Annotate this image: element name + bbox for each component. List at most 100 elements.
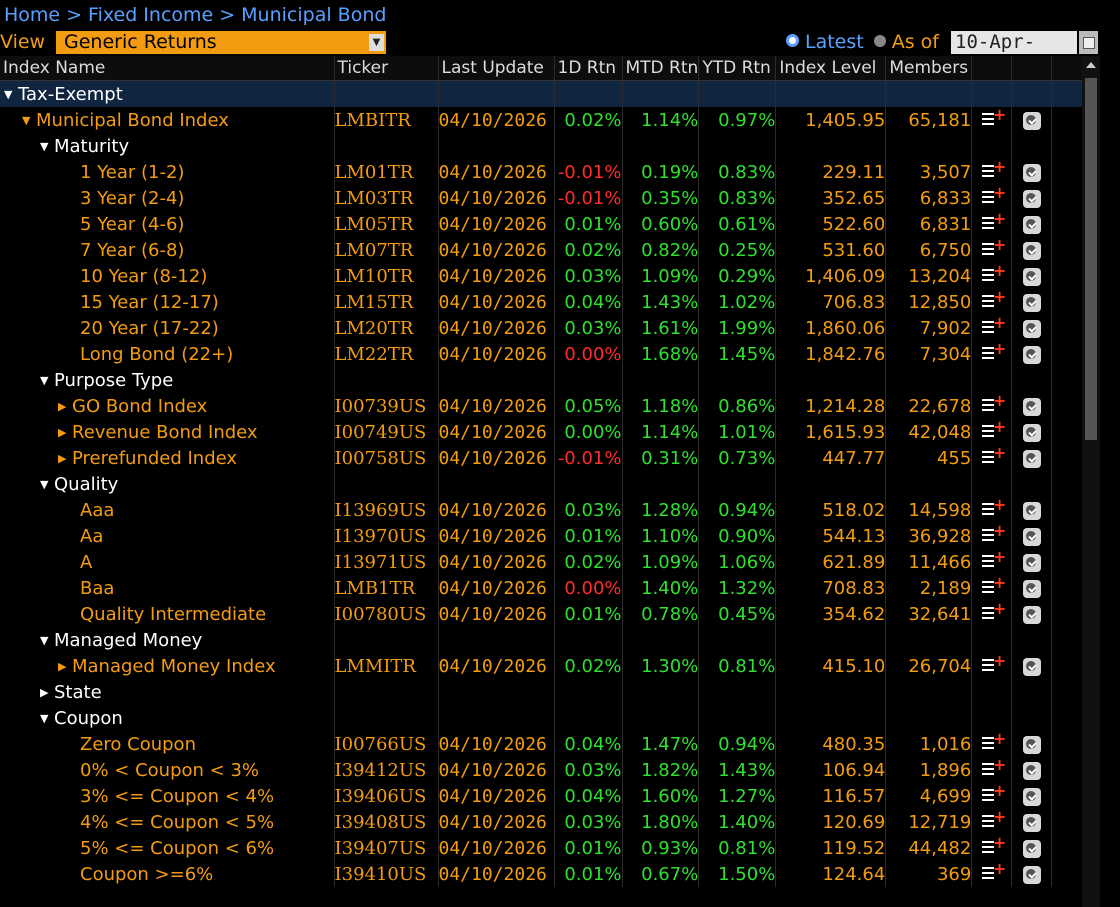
ticker-cell[interactable]: LM03TR [334,185,439,211]
chart-icon[interactable] [1022,163,1041,182]
add-to-list-icon[interactable] [981,523,1006,542]
index-name-cell[interactable]: ▼ Quality [0,471,335,497]
breadcrumb-municipal-bond[interactable]: Municipal Bond [241,4,387,26]
expand-open-icon[interactable]: ▼ [40,634,49,647]
expand-open-icon[interactable]: ▼ [40,374,49,387]
add-to-list-icon[interactable] [981,809,1006,828]
chart-icon[interactable] [1022,449,1041,468]
chart-icon[interactable] [1022,813,1041,832]
ticker-cell[interactable]: I00780US [334,601,439,627]
table-row[interactable]: 7 Year (6-8) LM07TR 04/10/2026 0.02% 0.82% 0.… [0,237,1084,263]
calendar-icon[interactable] [1079,31,1098,54]
col-ytd-rtn[interactable]: YTD Rtn [698,56,777,81]
chart-icon[interactable] [1022,761,1041,780]
chart-icon[interactable] [1022,189,1041,208]
table-row[interactable]: 4% <= Coupon < 5% I39408US 04/10/2026 0.03%… [0,809,1084,835]
add-to-list-icon[interactable] [981,549,1006,568]
ticker-cell[interactable]: I00749US [334,419,439,445]
ticker-cell[interactable]: LM07TR [334,237,439,263]
table-row[interactable]: ▼ Purpose Type [0,367,1084,393]
ticker-cell[interactable]: I00739US [334,393,439,419]
table-row[interactable]: Baa LMB1TR 04/10/2026 0.00% 1.40% 1.32% 708.83… [0,575,1084,601]
chart-icon[interactable] [1022,241,1041,260]
scroll-up-arrow-icon[interactable] [1086,62,1096,68]
view-select[interactable]: Generic Returns ▼ [56,31,386,54]
table-row[interactable]: Aa I13970US 04/10/2026 0.01% 1.10% 0.90% 544.1… [0,523,1084,549]
table-row[interactable]: ▼ Managed Money [0,627,1084,653]
breadcrumb-fixed-income[interactable]: Fixed Income [88,4,214,26]
expand-open-icon[interactable]: ▼ [40,478,49,491]
index-name-cell[interactable]: Long Bond (22+) [0,341,335,367]
as-of-date-input[interactable]: 10-Apr-2026 [951,31,1077,76]
add-to-list-icon[interactable] [981,861,1006,880]
chart-icon[interactable] [1022,345,1041,364]
latest-radio-label[interactable]: Latest [805,31,864,53]
col-last-update[interactable]: Last Update [438,56,555,81]
col-members[interactable]: Members [885,56,973,81]
index-name-cell[interactable]: Baa [0,575,335,601]
index-name-cell[interactable]: 0% < Coupon < 3% [0,757,335,783]
expand-closed-icon[interactable]: ▶ [58,426,67,439]
ticker-cell[interactable]: I39407US [334,835,439,861]
expand-closed-icon[interactable]: ▶ [40,686,49,699]
add-to-list-icon[interactable] [981,107,1006,126]
table-row[interactable]: ▼ Coupon [0,705,1084,731]
ticker-cell[interactable]: LM01TR [334,159,439,185]
add-to-list-icon[interactable] [981,653,1006,672]
ticker-cell[interactable]: I13970US [334,523,439,549]
table-row[interactable]: ▶ GO Bond Index I00739US 04/10/2026 0.05% 1.1… [0,393,1084,419]
ticker-cell[interactable]: I39412US [334,757,439,783]
chart-icon[interactable] [1022,605,1041,624]
table-row[interactable]: ▼ Tax-Exempt [0,80,1084,107]
ticker-cell[interactable]: LM22TR [334,341,439,367]
index-name-cell[interactable]: 3 Year (2-4) [0,185,335,211]
add-to-list-icon[interactable] [981,601,1006,620]
table-row[interactable]: 10 Year (8-12) LM10TR 04/10/2026 0.03% 1.09%… [0,263,1084,289]
index-name-cell[interactable]: Aaa [0,497,335,523]
table-row[interactable]: 0% < Coupon < 3% I39412US 04/10/2026 0.03% 1… [0,757,1084,783]
add-to-list-icon[interactable] [981,731,1006,750]
add-to-list-icon[interactable] [981,159,1006,178]
ticker-cell[interactable]: I39410US [334,861,439,887]
col-ticker[interactable]: Ticker [334,56,439,81]
chart-icon[interactable] [1022,865,1041,884]
index-name-cell[interactable]: ▶ State [0,679,335,705]
index-name-cell[interactable]: 5% <= Coupon < 6% [0,835,335,861]
as-of-radio-label[interactable]: As of [891,31,939,53]
ticker-cell[interactable]: LMMITR [334,653,439,679]
ticker-cell[interactable]: I13969US [334,497,439,523]
table-row[interactable]: ▼ Quality [0,471,1084,497]
expand-open-icon[interactable]: ▼ [40,140,49,153]
scroll-thumb[interactable] [1085,78,1097,440]
index-name-cell[interactable]: ▶ Prerefunded Index [0,445,335,471]
chart-icon[interactable] [1022,267,1041,286]
index-name-cell[interactable]: A [0,549,335,575]
ticker-cell[interactable]: I00758US [334,445,439,471]
add-to-list-icon[interactable] [981,315,1006,334]
table-row[interactable]: Long Bond (22+) LM22TR 04/10/2026 0.00% 1.68… [0,341,1084,367]
ticker-cell[interactable]: LM10TR [334,263,439,289]
table-row[interactable]: 15 Year (12-17) LM15TR 04/10/2026 0.04% 1.43… [0,289,1084,315]
expand-open-icon[interactable]: ▼ [22,114,31,127]
table-row[interactable]: ▼ Maturity [0,133,1084,159]
table-row[interactable]: 5% <= Coupon < 6% I39407US 04/10/2026 0.01%… [0,835,1084,861]
table-row[interactable]: 1 Year (1-2) LM01TR 04/10/2026 -0.01% 0.19% 0… [0,159,1084,185]
index-name-cell[interactable]: ▼ Municipal Bond Index [0,107,335,133]
add-to-list-icon[interactable] [981,185,1006,204]
table-row[interactable]: 20 Year (17-22) LM20TR 04/10/2026 0.03% 1.61… [0,315,1084,341]
index-name-cell[interactable]: Zero Coupon [0,731,335,757]
chart-icon[interactable] [1022,215,1041,234]
vertical-scrollbar[interactable] [1082,56,1100,907]
chart-icon[interactable] [1022,735,1041,754]
chart-icon[interactable] [1022,527,1041,546]
table-row[interactable]: ▶ Revenue Bond Index I00749US 04/10/2026 0.0… [0,419,1084,445]
ticker-cell[interactable]: LMB1TR [334,575,439,601]
index-name-cell[interactable]: Aa [0,523,335,549]
index-name-cell[interactable]: ▼ Maturity [0,133,335,159]
col-index-level[interactable]: Index Level [775,56,887,81]
ticker-cell[interactable]: I00766US [334,731,439,757]
ticker-cell[interactable]: I39406US [334,783,439,809]
add-to-list-icon[interactable] [981,783,1006,802]
ticker-cell[interactable]: LM15TR [334,289,439,315]
index-name-cell[interactable]: ▶ Managed Money Index [0,653,335,679]
